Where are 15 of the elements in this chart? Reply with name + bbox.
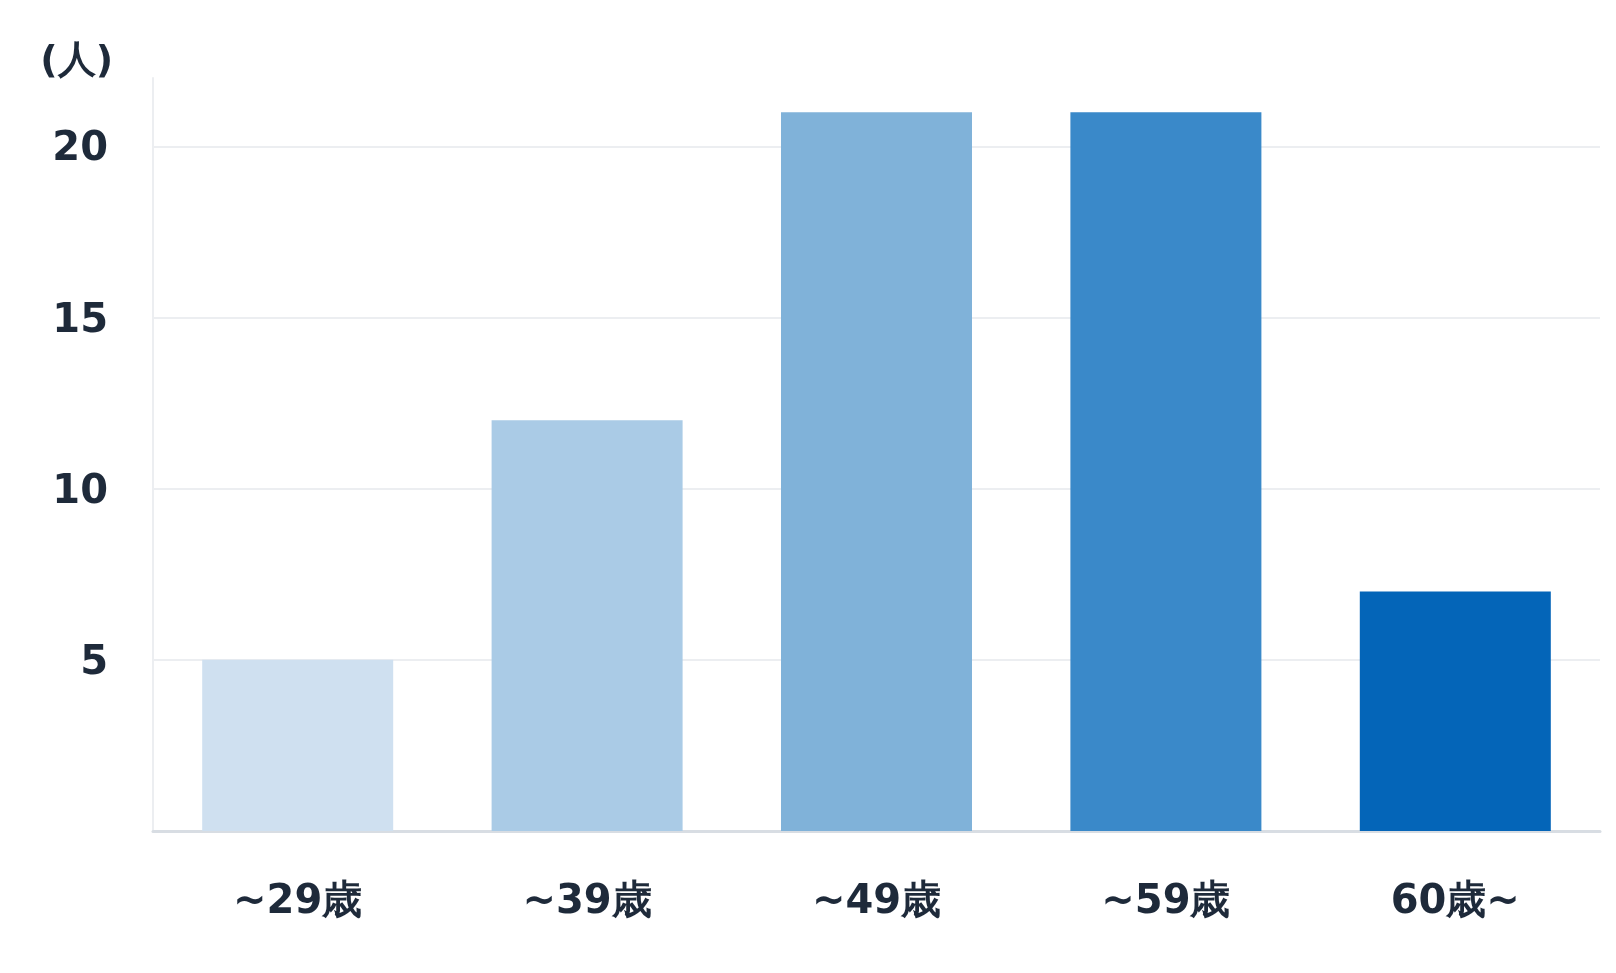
y-tick-label: 5	[80, 636, 108, 683]
y-axis-title: (人)	[40, 37, 113, 81]
x-tick-label: 60歳~	[1390, 876, 1520, 922]
x-tick-label: ~59歳	[1101, 876, 1231, 922]
bar	[1070, 112, 1262, 831]
x-tick-label: ~39歳	[522, 876, 652, 922]
bar	[202, 659, 394, 831]
y-tick-label: 15	[52, 294, 108, 341]
x-tick-label: ~29歳	[233, 876, 363, 922]
bar	[781, 112, 972, 831]
y-tick-label: 20	[52, 123, 108, 170]
bar	[1359, 591, 1551, 831]
bar	[491, 420, 683, 831]
x-tick-label: ~49歳	[811, 876, 942, 922]
y-tick-label: 10	[52, 465, 108, 512]
